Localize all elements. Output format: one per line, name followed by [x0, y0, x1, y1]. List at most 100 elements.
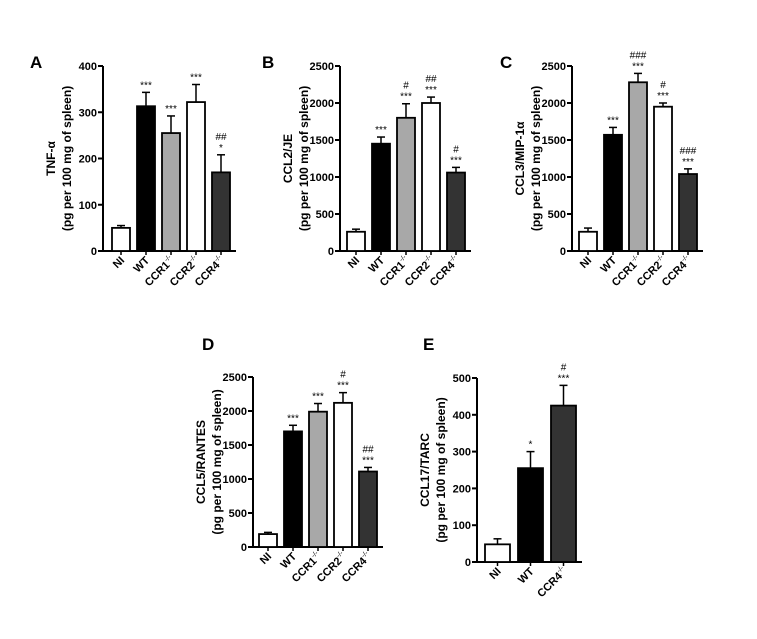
- category-name: NI: [346, 255, 362, 271]
- panel-a: A 0 100 200 300 400 TNF-α (pg per 100 mg of spl…: [30, 53, 236, 289]
- bar-ccr1: [308, 410, 328, 548]
- significance-label: #: [561, 362, 567, 373]
- category-superscript: -/-: [448, 253, 458, 263]
- y-axis-label-line: (pg per 100 mg of spleen): [297, 86, 311, 231]
- bar-wt: [517, 467, 544, 563]
- bar-ccr4: [678, 173, 698, 252]
- significance-label: ***: [362, 455, 374, 466]
- significance-label: ##: [362, 444, 374, 455]
- significance-label: ###: [630, 50, 647, 61]
- y-axis-label-line: TNF-α: [44, 141, 58, 176]
- y-axis-label-line: CCL3/MIP-1α: [513, 121, 527, 196]
- panel-label: E: [423, 335, 434, 354]
- category-superscript: -/-: [655, 253, 665, 263]
- category-superscript: -/-: [163, 253, 173, 263]
- category-name: WT: [279, 550, 300, 571]
- bar-ccr4: [446, 171, 466, 252]
- y-axis-label-line: (pg per 100 mg of spleen): [529, 86, 543, 231]
- significance-label: ***: [375, 125, 387, 136]
- y-axis-label-line: CCL2/JE: [281, 134, 295, 183]
- significance-label: ***: [450, 155, 462, 166]
- bar-ccr2: [186, 101, 206, 252]
- panel-b: B 0 500 1000 1500 2000 2500 CCL2/JE (pg per 100 …: [262, 53, 471, 289]
- category-superscript: -/-: [360, 549, 370, 559]
- panel-d: D 0 500 1000 1500 2000 2500 CCL5/RANTES (pg per …: [194, 335, 383, 585]
- y-axis-label: TNF-α (pg per 100 mg of spleen): [44, 86, 74, 231]
- y-tick-label: 2000: [310, 98, 334, 110]
- category-name: NI: [487, 566, 503, 582]
- y-axis-label: CCL2/JE (pg per 100 mg of spleen): [281, 86, 311, 231]
- significance-label: ***: [607, 115, 619, 126]
- y-axis-label: CCL3/MIP-1α (pg per 100 mg of spleen): [513, 86, 543, 231]
- bar-ccr1: [396, 116, 416, 252]
- y-tick-label: 100: [79, 200, 97, 212]
- x-tick-label: WT: [367, 254, 388, 275]
- bar-ccr2: [421, 102, 441, 252]
- category-name: CCR2: [315, 555, 345, 585]
- y-tick-label: 500: [229, 508, 247, 520]
- y-tick-label: 200: [453, 483, 471, 495]
- significance-label: *: [529, 440, 533, 451]
- bar-ccr2: [653, 105, 673, 252]
- y-tick-label: 500: [316, 209, 334, 221]
- category-name: WT: [367, 254, 388, 275]
- category-superscript: -/-: [335, 549, 345, 559]
- panel-label: A: [30, 53, 42, 72]
- significance-label: ***: [312, 392, 324, 403]
- category-superscript: -/-: [310, 549, 320, 559]
- significance-label: ###: [680, 146, 697, 157]
- bar-ccr2: [333, 401, 353, 548]
- y-axis-label-line: CCL17/TARC: [418, 433, 432, 507]
- bar-ccr1: [161, 132, 181, 252]
- y-tick-label: 0: [465, 557, 471, 569]
- category-superscript: -/-: [398, 253, 408, 263]
- category-name: CCR4: [193, 259, 223, 289]
- panel-label: B: [262, 53, 274, 72]
- y-tick-label: 0: [328, 246, 334, 258]
- y-tick-label: 300: [453, 447, 471, 459]
- y-axis-label: CCL5/RANTES (pg per 100 mg of spleen): [194, 389, 224, 534]
- y-tick-label: 100: [453, 520, 471, 532]
- significance-label: ***: [337, 381, 349, 392]
- bar-ni: [111, 226, 131, 252]
- bar-ccr4: [550, 404, 577, 563]
- panel-label: D: [202, 335, 214, 354]
- significance-label: #: [453, 144, 459, 155]
- significance-label: ***: [400, 92, 412, 103]
- x-tick-label: NI: [111, 255, 127, 271]
- category-name: NI: [578, 255, 594, 271]
- y-tick-label: 500: [548, 209, 566, 221]
- y-tick-label: 400: [79, 61, 97, 73]
- x-tick-label: WT: [279, 550, 300, 571]
- y-axis-label-line: (pg per 100 mg of spleen): [434, 397, 448, 542]
- category-name: WT: [516, 565, 537, 586]
- x-tick-label: WT: [599, 254, 620, 275]
- y-tick-label: 300: [79, 107, 97, 119]
- category-superscript: -/-: [630, 253, 640, 263]
- y-tick-label: 200: [79, 154, 97, 166]
- significance-label: ***: [657, 91, 669, 102]
- x-tick-label: WT: [132, 254, 153, 275]
- panel-label: C: [500, 53, 512, 72]
- y-tick-label: 1500: [542, 135, 566, 147]
- y-tick-label: 2500: [542, 61, 566, 73]
- significance-label: ***: [165, 104, 177, 115]
- y-tick-label: 0: [241, 542, 247, 554]
- x-tick-label: CCR4-/-: [535, 564, 571, 600]
- y-tick-label: 2500: [223, 372, 247, 384]
- bar-ccr4: [211, 171, 231, 252]
- category-superscript: -/-: [188, 253, 198, 263]
- y-tick-label: 1000: [310, 172, 334, 184]
- y-tick-label: 1000: [542, 172, 566, 184]
- y-tick-label: 400: [453, 410, 471, 422]
- bar-ccr4: [358, 470, 378, 548]
- bar-wt: [283, 430, 303, 548]
- x-tick-label: WT: [516, 565, 537, 586]
- y-axis-label-line: CCL5/RANTES: [194, 420, 208, 504]
- bar-ni: [258, 533, 278, 548]
- bar-wt: [136, 105, 156, 252]
- bar-ni: [578, 230, 598, 252]
- y-tick-label: 2500: [310, 61, 334, 73]
- x-tick-label: NI: [578, 255, 594, 271]
